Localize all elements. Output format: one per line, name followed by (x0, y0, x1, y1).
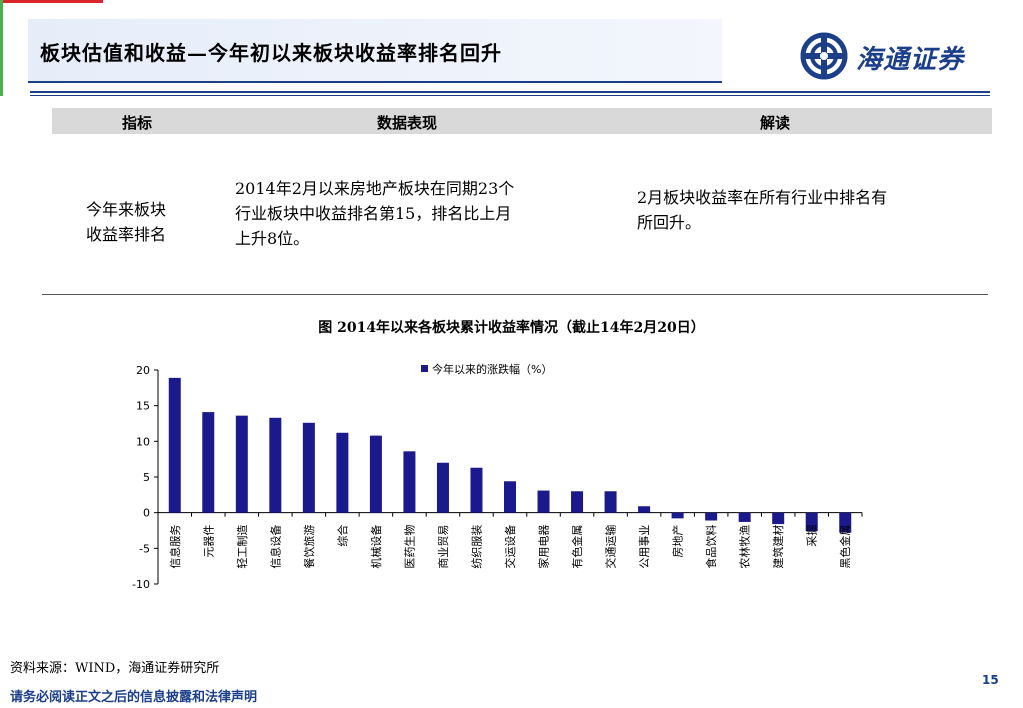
y-tick-label: 0 (143, 507, 150, 520)
x-tick-label: 商业贸易 (436, 525, 450, 569)
bar-建筑建材 (772, 512, 785, 525)
data-line: 2014年2月以来房地产板块在同期23个 (235, 179, 515, 198)
header-divider-thin (30, 95, 990, 96)
bar-家用电器 (537, 490, 550, 513)
bar-元器件 (202, 412, 215, 513)
x-tick-label: 采掘 (805, 525, 819, 547)
x-tick-label: 家用电器 (537, 525, 551, 569)
legend-swatch (421, 365, 428, 372)
x-tick-label: 信息设备 (268, 525, 282, 569)
bar-综合 (336, 432, 349, 513)
x-tick-label: 机械设备 (369, 525, 383, 569)
x-tick-label: 农林牧渔 (738, 525, 752, 569)
legal-disclaimer-link[interactable]: 请务必阅读正文之后的信息披露和法律声明 (10, 690, 258, 705)
table-cell-data: 2014年2月以来房地产板块在同期23个 行业板块中收益排名第15，排名比上月 … (235, 176, 514, 251)
x-tick-label: 信息服务 (168, 525, 182, 569)
y-tick-label: 15 (136, 400, 150, 413)
y-tick-label: 20 (136, 364, 150, 377)
bar-机械设备 (369, 435, 382, 513)
x-tick-label: 食品饮料 (704, 525, 718, 569)
chart-title: 图 2014年以来各板块累计收益率情况（截止14年2月20日） (318, 320, 705, 336)
bar-食品饮料 (705, 512, 718, 521)
x-tick-label: 房地产 (671, 525, 685, 558)
bar-采掘 (805, 512, 818, 532)
x-tick-label: 交通运输 (604, 525, 618, 569)
x-tick-label: 元器件 (202, 525, 215, 558)
bar-房地产 (671, 512, 684, 519)
legend-label: 今年以来的涨跌幅（%） (432, 362, 552, 376)
table-cell-indicator: 今年来板块 收益率排名 (86, 197, 166, 247)
x-tick-label: 有色金属 (570, 525, 584, 569)
page-title: 板块估值和收益—今年初以来板块收益率排名回升 (40, 41, 502, 65)
bar-医药生物 (403, 451, 416, 513)
data-line: 上升8位。 (235, 229, 310, 248)
y-tick-label: -10 (132, 578, 150, 591)
bar-纺织服装 (470, 467, 483, 513)
corner-accent-green (0, 0, 3, 96)
title-bar: 板块估值和收益—今年初以来板块收益率排名回升 (28, 19, 722, 83)
bar-交通运输 (604, 491, 617, 513)
bar-农林牧渔 (738, 512, 751, 522)
logo-text: 海通证券 (856, 45, 965, 75)
haitong-logo-icon (800, 32, 848, 80)
interpretation-line: 所回升。 (637, 213, 702, 232)
section-divider (42, 294, 988, 295)
indicator-line: 收益率排名 (86, 225, 167, 244)
bar-餐饮旅游 (302, 422, 315, 513)
y-tick-label: 5 (143, 471, 150, 484)
table-header: 指标 数据表现 解读 (52, 108, 992, 134)
source-note: 资料来源：WIND，海通证券研究所 (10, 661, 220, 676)
bar-商业贸易 (436, 462, 449, 513)
table-header-data: 数据表现 (377, 114, 438, 132)
x-tick-label: 医药生物 (402, 525, 416, 569)
indicator-line: 今年来板块 (86, 200, 167, 219)
table-header-interpretation: 解读 (760, 114, 791, 132)
x-tick-label: 建筑建材 (771, 525, 785, 569)
interpretation-line: 2月板块收益率在所有行业中排名有 (637, 188, 888, 207)
bar-公用事业 (638, 506, 651, 513)
x-tick-label: 综合 (335, 525, 349, 547)
bar-有色金属 (571, 491, 584, 513)
x-tick-label: 黑色金属 (838, 525, 852, 569)
x-tick-label: 轻工制造 (235, 525, 249, 569)
x-tick-label: 公用事业 (638, 525, 651, 569)
x-tick-label: 纺织服装 (469, 525, 483, 569)
table-header-indicator: 指标 (122, 114, 153, 132)
bar-轻工制造 (235, 415, 248, 513)
bar-黑色金属 (839, 512, 852, 533)
y-tick-label: -5 (139, 542, 150, 555)
page-number: 15 (982, 673, 999, 687)
header-divider (30, 91, 990, 93)
corner-accent-red (0, 0, 103, 3)
x-tick-label: 交运设备 (503, 525, 517, 569)
x-tick-label: 餐饮旅游 (302, 525, 316, 569)
bar-信息服务 (168, 377, 181, 513)
y-tick-label: 10 (136, 435, 150, 448)
haitong-logo: 海通证券 (800, 32, 990, 80)
data-line: 行业板块中收益排名第15，排名比上月 (235, 204, 512, 223)
bar-信息设备 (269, 417, 282, 513)
table-cell-interpretation: 2月板块收益率在所有行业中排名有 所回升。 (637, 185, 887, 235)
bar-chart: -10 -5 0 5 10 15 20 信息服务 元器件 轻工制造 信息设备 餐饮旅游 综合 机械设备 医药… (132, 362, 863, 591)
bar-交运设备 (504, 481, 516, 513)
